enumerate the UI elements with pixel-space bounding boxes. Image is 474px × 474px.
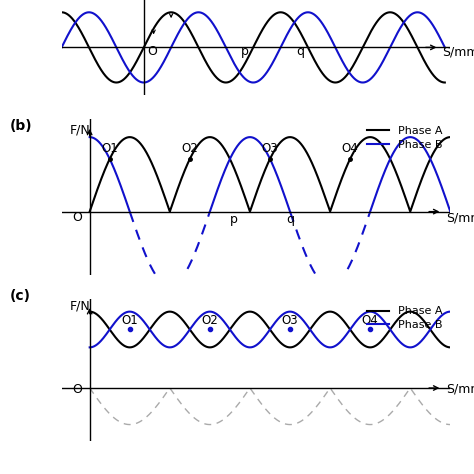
Text: q: q: [296, 45, 304, 58]
Text: q: q: [286, 213, 294, 226]
Text: S/mm: S/mm: [447, 383, 474, 396]
Text: (c): (c): [9, 289, 30, 303]
Text: F/N: F/N: [70, 123, 91, 137]
Text: O2: O2: [201, 314, 218, 327]
Text: O3: O3: [282, 314, 298, 327]
Text: p: p: [241, 45, 249, 58]
Text: O1: O1: [101, 142, 118, 155]
Text: F/N: F/N: [70, 300, 91, 313]
Text: O: O: [72, 211, 82, 224]
Text: O3: O3: [262, 142, 278, 155]
Text: S/mm: S/mm: [442, 45, 474, 58]
Text: S/mm: S/mm: [447, 211, 474, 224]
Text: O: O: [147, 45, 157, 58]
Text: p: p: [230, 213, 238, 226]
Text: (b): (b): [9, 118, 32, 133]
Legend: Phase A, Phase B: Phase A, Phase B: [365, 304, 445, 332]
Text: O: O: [72, 383, 82, 396]
Legend: Phase A, Phase B: Phase A, Phase B: [365, 124, 445, 152]
Text: O1: O1: [121, 314, 138, 327]
Text: O2: O2: [182, 142, 198, 155]
Text: O4: O4: [342, 142, 358, 155]
Text: O4: O4: [362, 314, 379, 327]
